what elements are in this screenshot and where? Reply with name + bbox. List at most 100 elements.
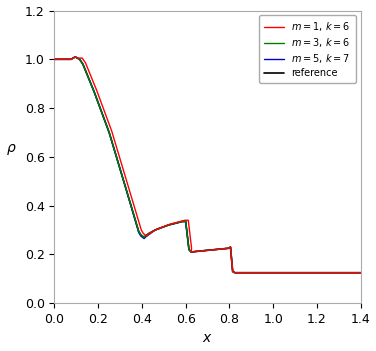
$m=5,\, k=7$	[77, 57, 82, 61]
$m=3,\, k=6$	[180, 219, 185, 224]
$m=1,\, k=6$	[168, 222, 173, 226]
$m=3,\, k=6$	[136, 229, 141, 233]
$m=5,\, k=7$	[136, 230, 141, 234]
Legend: $m=1,\, k=6$, $m=3,\, k=6$, $m=5,\, k=7$, reference: $m=1,\, k=6$, $m=3,\, k=6$, $m=5,\, k=7$…	[259, 15, 356, 83]
$m=1,\, k=6$	[69, 57, 73, 61]
$m=1,\, k=6$	[149, 230, 153, 234]
reference	[166, 223, 170, 227]
reference	[142, 235, 146, 239]
reference	[226, 246, 230, 250]
$m=3,\, k=6$	[187, 247, 191, 252]
$m=1,\, k=6$	[144, 234, 149, 238]
X-axis label: $x$: $x$	[202, 331, 213, 345]
$m=3,\, k=6$	[73, 55, 77, 59]
$m=5,\, k=7$	[233, 271, 237, 275]
reference	[201, 249, 205, 253]
$m=3,\, k=6$	[81, 62, 85, 66]
$m=3,\, k=6$	[166, 223, 170, 227]
$m=3,\, k=6$	[69, 57, 73, 61]
$m=3,\, k=6$	[139, 233, 143, 237]
$m=1,\, k=6$	[71, 56, 75, 60]
$m=5,\, k=7$	[187, 247, 191, 252]
reference	[139, 233, 143, 237]
$m=5,\, k=7$	[124, 189, 129, 193]
$m=5,\, k=7$	[226, 246, 230, 250]
$m=1,\, k=6$	[75, 56, 80, 60]
reference	[69, 57, 73, 61]
$m=5,\, k=7$	[143, 235, 147, 239]
$m=3,\, k=6$	[189, 250, 193, 254]
$m=5,\, k=7$	[142, 237, 146, 241]
$m=1,\, k=6$	[358, 271, 363, 275]
$m=3,\, k=6$	[107, 130, 111, 134]
$m=1,\, k=6$	[73, 55, 77, 59]
reference	[77, 57, 82, 61]
$m=1,\, k=6$	[141, 232, 146, 236]
reference	[75, 56, 80, 60]
$m=1,\, k=6$	[226, 246, 230, 250]
$m=3,\, k=6$	[52, 57, 57, 61]
$m=1,\, k=6$	[146, 233, 150, 237]
$m=3,\, k=6$	[233, 271, 237, 275]
$m=3,\, k=6$	[358, 271, 363, 275]
$m=5,\, k=7$	[146, 233, 151, 237]
$m=1,\, k=6$	[155, 227, 160, 231]
$m=5,\, k=7$	[189, 250, 193, 254]
$m=5,\, k=7$	[73, 55, 77, 59]
Y-axis label: $\rho$: $\rho$	[6, 142, 16, 157]
$m=5,\, k=7$	[71, 56, 75, 60]
$m=5,\, k=7$	[358, 271, 363, 275]
$m=3,\, k=6$	[142, 235, 146, 239]
$m=3,\, k=6$	[228, 245, 233, 249]
$m=5,\, k=7$	[107, 130, 111, 134]
$m=1,\, k=6$	[190, 246, 194, 250]
reference	[136, 229, 141, 233]
reference	[92, 89, 96, 93]
$m=3,\, k=6$	[153, 228, 157, 232]
$m=1,\, k=6$	[139, 228, 144, 232]
Line: $m=5,\, k=7$: $m=5,\, k=7$	[55, 57, 361, 273]
$m=5,\, k=7$	[52, 57, 57, 61]
$m=3,\, k=6$	[124, 189, 129, 193]
Line: $m=1,\, k=6$: $m=1,\, k=6$	[55, 57, 361, 273]
reference	[146, 232, 151, 236]
$m=1,\, k=6$	[233, 271, 237, 275]
reference	[180, 219, 185, 224]
$m=3,\, k=6$	[92, 89, 96, 93]
$m=3,\, k=6$	[71, 56, 75, 60]
reference	[153, 228, 157, 232]
$m=3,\, k=6$	[146, 232, 151, 236]
$m=1,\, k=6$	[201, 249, 205, 253]
$m=3,\, k=6$	[143, 234, 147, 238]
$m=5,\, k=7$	[166, 223, 170, 227]
reference	[73, 55, 77, 59]
Line: reference: reference	[55, 57, 361, 273]
$m=3,\, k=6$	[230, 269, 235, 273]
reference	[81, 62, 85, 66]
$m=5,\, k=7$	[183, 219, 188, 224]
$m=1,\, k=6$	[183, 218, 187, 223]
$m=3,\, k=6$	[77, 57, 82, 61]
$m=3,\, k=6$	[201, 249, 205, 253]
$m=5,\, k=7$	[81, 62, 85, 66]
$m=1,\, k=6$	[80, 56, 85, 60]
$m=1,\, k=6$	[52, 57, 57, 61]
$m=3,\, k=6$	[226, 246, 230, 250]
reference	[187, 247, 191, 252]
$m=3,\, k=6$	[75, 56, 80, 60]
$m=1,\, k=6$	[186, 218, 191, 223]
reference	[189, 250, 193, 254]
Line: $m=3,\, k=6$: $m=3,\, k=6$	[55, 57, 361, 273]
$m=5,\, k=7$	[139, 234, 143, 238]
reference	[230, 269, 235, 273]
$m=1,\, k=6$	[83, 61, 88, 65]
reference	[233, 271, 237, 275]
$m=1,\, k=6$	[127, 188, 132, 192]
$m=5,\, k=7$	[153, 228, 157, 232]
$m=1,\, k=6$	[109, 129, 114, 133]
reference	[228, 245, 233, 249]
$m=1,\, k=6$	[230, 269, 235, 273]
$m=5,\, k=7$	[201, 249, 205, 253]
reference	[143, 234, 147, 238]
$m=5,\, k=7$	[230, 269, 235, 273]
